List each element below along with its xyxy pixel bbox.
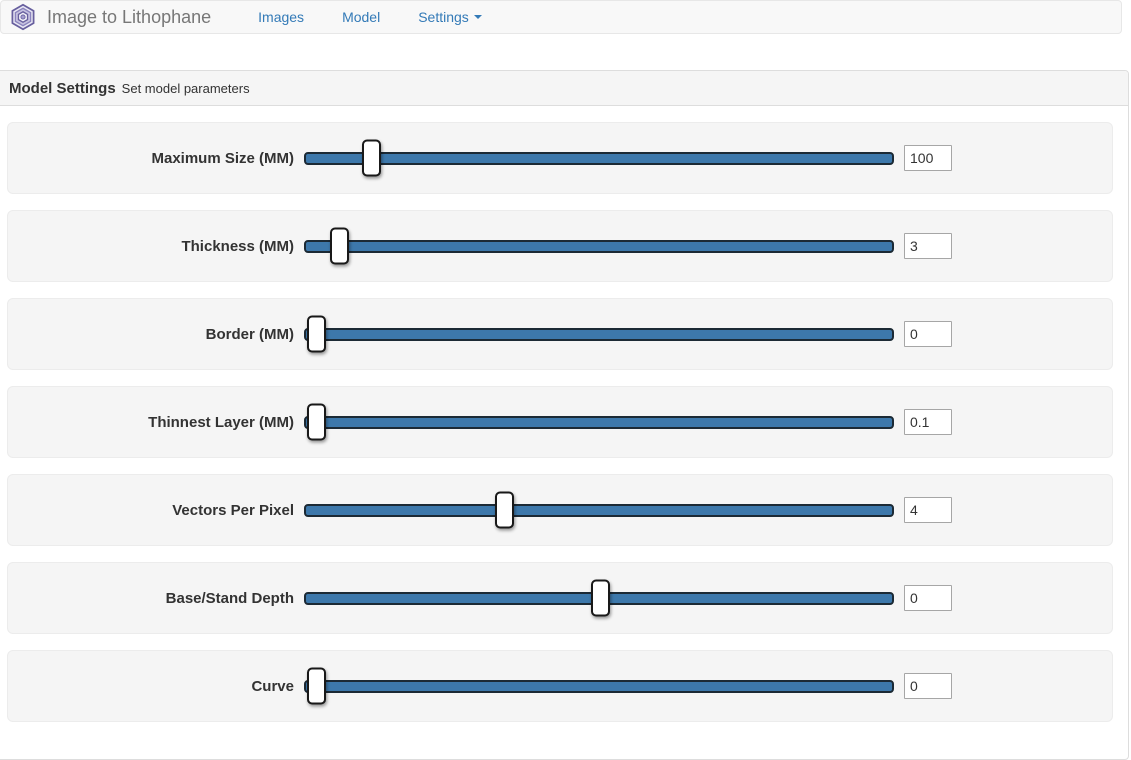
slider-handle[interactable] [329,227,349,265]
slider-track[interactable] [304,327,894,341]
slider-value-input[interactable] [904,497,952,523]
slider [304,488,894,532]
app-title: Image to Lithophane [47,6,212,27]
panel-subtitle: Set model parameters [121,80,250,96]
slider-value-input[interactable] [904,673,952,699]
slider-track[interactable] [304,679,894,693]
slider-track[interactable] [304,151,894,165]
slider [304,400,894,444]
navbar-brand[interactable]: Image to Lithophane [1,3,211,31]
slider-label: Maximum Size (MM) [151,149,294,167]
slider-value-input[interactable] [904,409,952,435]
nav-link-model-label: Model [342,9,381,25]
slider-track[interactable] [304,503,894,517]
slider-value-input[interactable] [904,145,952,171]
nav-link-images[interactable]: Images [239,9,323,25]
model-settings-panel: Model Settings Set model parameters Maxi… [0,70,1129,760]
slider-track[interactable] [304,239,894,253]
slider-value-input[interactable] [904,585,952,611]
slider [304,664,894,708]
slider-row: Base/Stand Depth [7,562,1113,634]
chevron-down-icon [473,15,482,19]
slider-row: Border (MM) [7,298,1113,370]
slider-handle[interactable] [306,315,326,353]
slider-row: Thickness (MM) [7,210,1113,282]
slider [304,136,894,180]
slider-handle[interactable] [494,491,514,529]
slider-handle[interactable] [362,139,382,177]
slider-value-input[interactable] [904,321,952,347]
slider-row: Maximum Size (MM) [7,122,1113,194]
slider [304,312,894,356]
slider-handle[interactable] [306,667,326,705]
slider-value-input[interactable] [904,233,952,259]
navbar-links: Images Model Settings [239,9,501,25]
slider-row: Thinnest Layer (MM) [7,386,1113,458]
nav-link-settings-label: Settings [418,9,469,25]
panel-heading: Model Settings Set model parameters [0,71,1128,106]
slider-handle[interactable] [306,403,326,441]
panel-title: Model Settings [9,79,116,97]
slider [304,224,894,268]
app-logo-icon [11,3,35,31]
slider-label: Border (MM) [205,325,294,343]
slider [304,576,894,620]
slider-label: Thickness (MM) [181,237,294,255]
slider-row: Vectors Per Pixel [7,474,1113,546]
nav-link-model[interactable]: Model [323,9,399,25]
slider-handle[interactable] [591,579,611,617]
slider-label: Thinnest Layer (MM) [148,413,294,431]
slider-track[interactable] [304,415,894,429]
nav-link-images-label: Images [258,9,305,25]
panel-body: Maximum Size (MM) Thickness (MM) Border … [0,106,1128,722]
nav-link-settings[interactable]: Settings [399,9,501,25]
slider-label: Curve [251,677,294,695]
navbar: Image to Lithophane Images Model Setting… [0,0,1122,34]
slider-label: Vectors Per Pixel [172,501,294,519]
slider-label: Base/Stand Depth [165,589,294,607]
slider-row: Curve [7,650,1113,722]
